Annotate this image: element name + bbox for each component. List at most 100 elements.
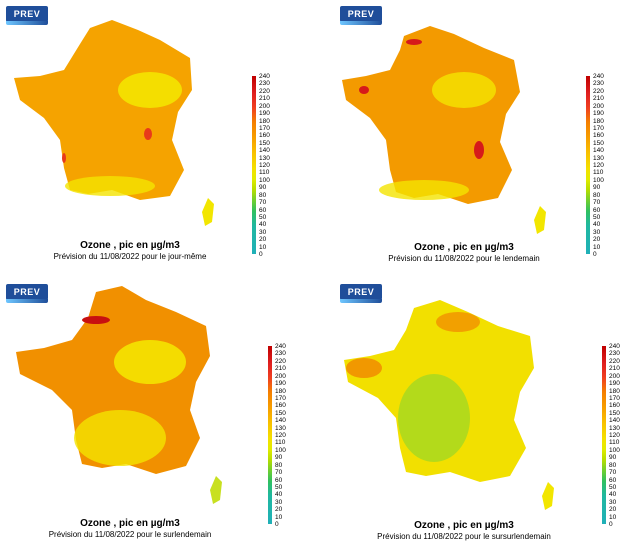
map-title: Ozone , pic en µg/m3 <box>80 240 180 251</box>
south-zone <box>65 176 155 196</box>
legend-tick-label: 210 <box>609 365 620 373</box>
legend-tick-label: 150 <box>275 409 286 417</box>
legend-tick-label: 170 <box>593 124 604 132</box>
legend-tick-label: 70 <box>609 469 617 477</box>
map-subtitle: Prévision du 11/08/2022 pour le jour-mêm… <box>53 252 207 261</box>
map-panel-lendemain: PREV AIR Ozone , pic en µg/m3 Prévision … <box>334 0 636 278</box>
legend-tick-label: 10 <box>275 513 283 521</box>
legend-tick-label: 10 <box>593 243 601 251</box>
legend-tick-label: 240 <box>259 73 270 80</box>
center-zone <box>118 72 182 108</box>
corsica <box>534 206 546 234</box>
legend-tick-label: 50 <box>275 483 283 491</box>
legend-tick-label: 230 <box>275 350 286 358</box>
prevair-logo: PREV AIR <box>340 284 382 313</box>
legend-color-bar <box>252 76 256 254</box>
legend-tick-label: 210 <box>275 365 286 373</box>
legend-tick-label: 50 <box>609 483 617 491</box>
map-subtitle: Prévision du 11/08/2022 pour le surlende… <box>48 530 212 539</box>
legend-tick-label: 50 <box>259 213 267 221</box>
legend-tick-label: 130 <box>275 424 286 432</box>
legend-tick-label: 130 <box>259 154 270 162</box>
legend-tick-label: 60 <box>609 476 617 484</box>
legend-tick-label: 180 <box>593 117 604 125</box>
legend-tick-label: 170 <box>609 394 620 402</box>
legend-tick-label: 170 <box>259 124 270 132</box>
legend-tick-label: 190 <box>275 380 286 388</box>
legend-tick-label: 60 <box>259 206 267 214</box>
france-ozone-map <box>344 300 554 510</box>
center-zone <box>398 374 470 462</box>
color-legend: 240 230 220 210 200 190 180 170 160 150 140 130 120 1… <box>252 73 282 258</box>
france-mainland <box>342 26 520 204</box>
legend-tick-label: 190 <box>259 110 270 118</box>
legend-tick-label: 200 <box>259 102 270 110</box>
legend-tick-label: 170 <box>275 394 286 402</box>
legend-tick-label: 180 <box>259 117 270 125</box>
france-mainland <box>14 20 192 200</box>
legend-tick-label: 80 <box>259 191 267 199</box>
legend-tick-label: 240 <box>275 343 286 350</box>
legend-tick-label: 20 <box>275 506 283 514</box>
center-zone <box>432 72 496 108</box>
legend-tick-label: 190 <box>593 110 604 118</box>
legend-tick-label: 80 <box>609 461 617 469</box>
hotspot <box>474 141 484 159</box>
south-zone <box>379 180 469 200</box>
legend-tick-label: 30 <box>609 498 617 506</box>
color-legend: 240 230 220 210 200 190 180 170 160 150 140 130 120 1… <box>586 73 616 258</box>
legend-tick-label: 150 <box>593 139 604 147</box>
legend-tick-label: 100 <box>275 446 286 454</box>
legend-tick-label: 140 <box>275 417 286 425</box>
legend-tick-label: 180 <box>275 387 286 395</box>
legend-tick-label: 30 <box>275 498 283 506</box>
legend-tick-label: 90 <box>609 454 617 462</box>
legend-tick-label: 120 <box>593 162 604 169</box>
legend-color-bar <box>268 346 272 524</box>
legend-tick-label: 220 <box>275 357 286 365</box>
legend-tick-label: 200 <box>593 102 604 110</box>
legend-tick-label: 220 <box>593 87 604 95</box>
france-ozone-map <box>14 20 214 226</box>
legend-tick-label: 140 <box>593 147 604 155</box>
legend-tick-label: 200 <box>275 372 286 380</box>
legend-tick-label: 40 <box>275 491 283 499</box>
north-zone <box>436 312 480 332</box>
legend-tick-label: 80 <box>593 191 601 199</box>
legend-tick-label: 0 <box>275 521 279 528</box>
legend-tick-label: 150 <box>609 409 620 417</box>
legend-tick-label: 20 <box>609 506 617 514</box>
legend-tick-label: 60 <box>593 206 601 214</box>
legend-tick-label: 110 <box>259 169 270 177</box>
legend-tick-label: 160 <box>275 402 286 410</box>
legend-tick-label: 130 <box>593 154 604 162</box>
legend-tick-label: 240 <box>609 343 620 350</box>
legend-tick-label: 70 <box>593 199 601 207</box>
prevair-logo: PREV AIR <box>340 6 382 35</box>
map-title: Ozone , pic en µg/m3 <box>80 518 180 529</box>
legend-color-bar <box>602 346 606 524</box>
west-zone <box>346 358 382 378</box>
map-title: Ozone , pic en µg/m3 <box>414 242 514 253</box>
legend-tick-label: 230 <box>593 80 604 88</box>
legend-tick-label: 240 <box>593 73 604 80</box>
legend-tick-label: 210 <box>259 95 270 103</box>
legend-tick-label: 190 <box>609 380 620 388</box>
legend-tick-label: 20 <box>593 236 601 244</box>
hotspot <box>406 39 422 45</box>
legend-tick-label: 200 <box>609 372 620 380</box>
legend-tick-label: 100 <box>593 176 604 184</box>
legend-tick-label: 30 <box>259 228 267 236</box>
corsica <box>210 476 222 504</box>
prevair-logo: PREV AIR <box>6 284 48 313</box>
legend-tick-label: 90 <box>275 454 283 462</box>
legend-tick-label: 30 <box>593 228 601 236</box>
legend-tick-label: 220 <box>259 87 270 95</box>
legend-tick-label: 210 <box>593 95 604 103</box>
map-subtitle: Prévision du 11/08/2022 pour le sursurle… <box>377 532 551 541</box>
map-title: Ozone , pic en µg/m3 <box>414 520 514 531</box>
legend-tick-label: 100 <box>259 176 270 184</box>
hotspot <box>62 153 66 163</box>
map-panel-jour-meme: PREV AIR Ozone , pic en µg/m3 Prévision … <box>0 0 318 278</box>
hotspot <box>144 128 152 140</box>
